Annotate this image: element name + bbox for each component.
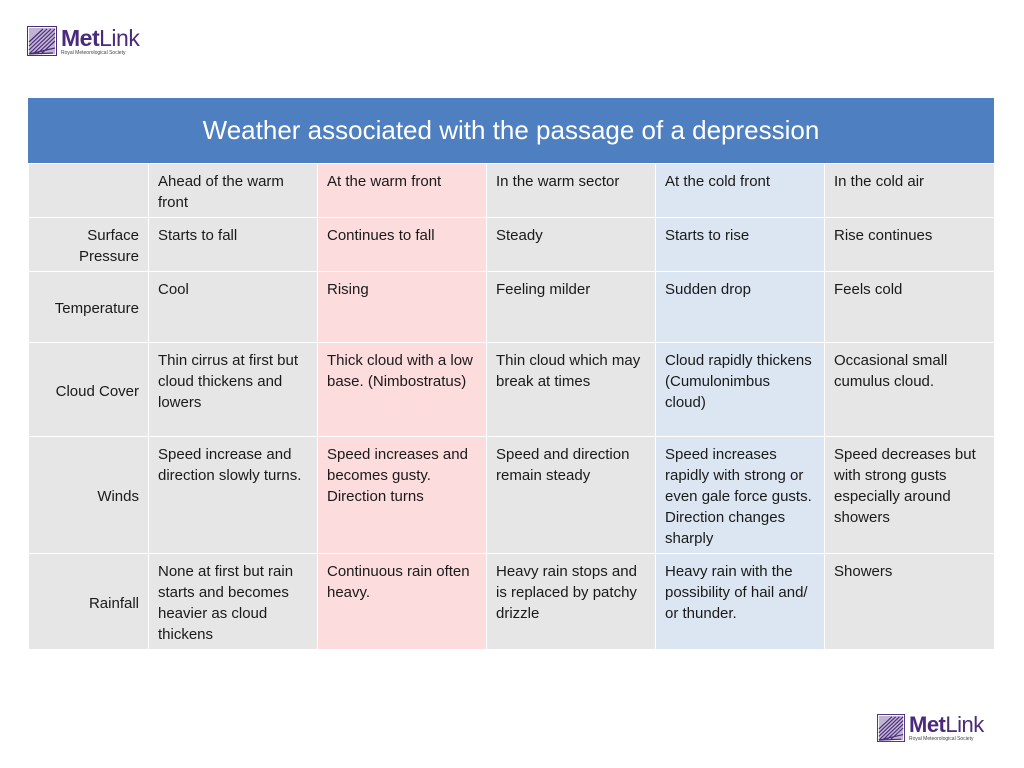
table-cell: Steady (486, 217, 656, 272)
table-cell: Thin cloud which may break at times (486, 342, 656, 437)
logo-brand: MetLink (909, 712, 984, 737)
table-cell: Speed increases rapidly with strong or e… (655, 436, 825, 554)
logo-subtitle: Royal Meteorological Society (909, 736, 974, 742)
table-cell: Starts to fall (148, 217, 318, 272)
row-label-temperature: Temperature (28, 271, 149, 343)
metlink-mark-icon (877, 714, 905, 742)
table-title: Weather associated with the passage of a… (28, 98, 994, 163)
table-cell: Cloud rapidly thickens (Cumulonimbus clo… (655, 342, 825, 437)
column-header-cold-air: In the cold air (824, 163, 995, 218)
table-cell: Speed increase and direction slowly turn… (148, 436, 318, 554)
table-cell: Sudden drop (655, 271, 825, 343)
metlink-logo-top: MetLink Royal Meteorological Society (27, 24, 140, 56)
table-row-temperature: Temperature Cool Rising Feeling milder S… (28, 271, 995, 343)
table-row-winds: Winds Speed increase and direction slowl… (28, 436, 995, 554)
table-cell: Showers (824, 553, 995, 650)
table-cell: Thin cirrus at first but cloud thickens … (148, 342, 318, 437)
table-row-cloud-cover: Cloud Cover Thin cirrus at first but clo… (28, 342, 995, 437)
header-row: Ahead of the warm front At the warm fron… (28, 163, 995, 218)
logo-brand: MetLink (61, 24, 140, 51)
table-row-surface-pressure: Surface Pressure Starts to fall Continue… (28, 217, 995, 272)
metlink-mark-icon (27, 26, 57, 56)
table-cell: Speed increases and becomes gusty. Direc… (317, 436, 487, 554)
row-label-winds: Winds (28, 436, 149, 554)
row-label-surface-pressure: Surface Pressure (28, 217, 149, 272)
row-label-cloud-cover: Cloud Cover (28, 342, 149, 437)
table-cell: Rising (317, 271, 487, 343)
table-cell: Cool (148, 271, 318, 343)
table-cell: Heavy rain with the possibility of hail … (655, 553, 825, 650)
metlink-logo-bottom: MetLink Royal Meteorological Society (877, 714, 984, 742)
header-corner (28, 163, 149, 218)
row-label-rainfall: Rainfall (28, 553, 149, 650)
column-header-warm-sector: In the warm sector (486, 163, 656, 218)
table-cell: Rise continues (824, 217, 995, 272)
table-cell: Starts to rise (655, 217, 825, 272)
table-cell: Continues to fall (317, 217, 487, 272)
table-row-rainfall: Rainfall None at first but rain starts a… (28, 553, 995, 650)
table-cell: Continuous rain often heavy. (317, 553, 487, 650)
logo-subtitle: Royal Meteorological Society (61, 49, 126, 56)
table-cell: None at first but rain starts and become… (148, 553, 318, 650)
table-cell: Occasional small cumulus cloud. (824, 342, 995, 437)
depression-weather-table: Weather associated with the passage of a… (28, 98, 995, 650)
column-header-at-cold-front: At the cold front (655, 163, 825, 218)
table-cell: Thick cloud with a low base. (Nimbostrat… (317, 342, 487, 437)
column-header-at-warm-front: At the warm front (317, 163, 487, 218)
table-cell: Speed and direction remain steady (486, 436, 656, 554)
table-cell: Feels cold (824, 271, 995, 343)
table-cell: Feeling milder (486, 271, 656, 343)
table-cell: Speed decreases but with strong gusts es… (824, 436, 995, 554)
column-header-ahead-warm-front: Ahead of the warm front (148, 163, 318, 218)
table-cell: Heavy rain stops and is replaced by patc… (486, 553, 656, 650)
weather-grid: Ahead of the warm front At the warm fron… (28, 163, 995, 650)
